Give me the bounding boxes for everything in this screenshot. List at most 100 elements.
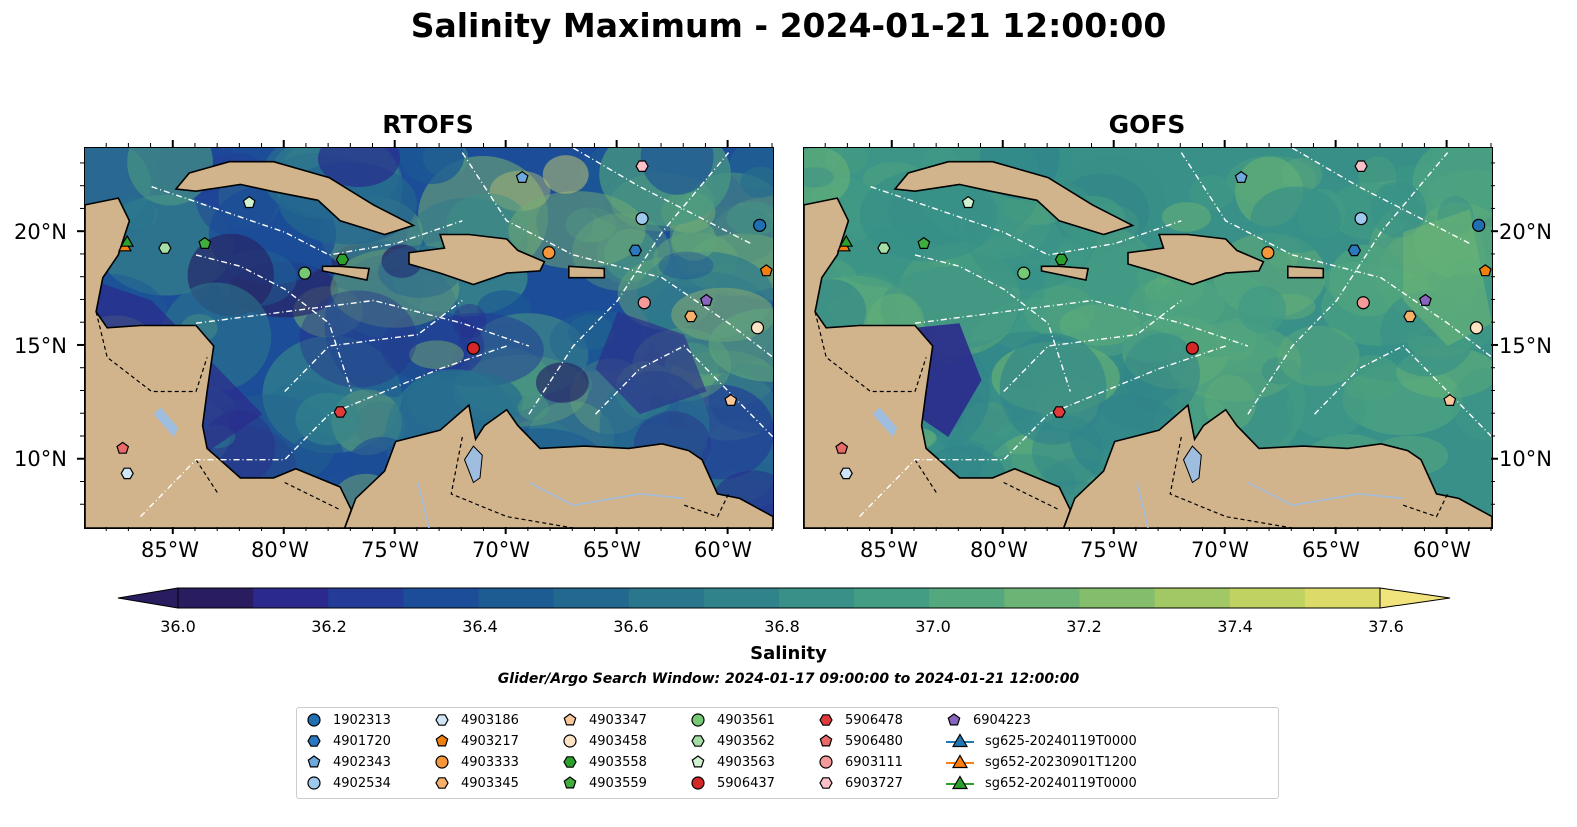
legend-marker-icon <box>563 776 577 789</box>
gofs-lat-label-15n: 15°N <box>1499 334 1552 358</box>
marker-4903345 <box>1403 310 1417 323</box>
legend-pentagon-icon <box>563 713 577 726</box>
salinity-patch <box>1412 148 1492 225</box>
maritime-boundary <box>858 345 1226 518</box>
marker-4903558 <box>335 253 350 266</box>
legend-marker-icon <box>819 755 833 769</box>
legend-marker-icon <box>307 735 321 747</box>
maritime-boundary <box>195 299 530 347</box>
salinity-patch <box>596 224 657 285</box>
legend-marker-icon <box>691 735 705 747</box>
salinity-patch <box>477 290 531 325</box>
legend-item-4903333: 4903333 <box>433 753 519 771</box>
colorbar-segment <box>628 588 705 608</box>
salinity-patch <box>1123 333 1200 415</box>
river <box>1247 481 1404 506</box>
colorbar-frame <box>177 587 1381 609</box>
legend-marker-icon <box>435 777 449 789</box>
gofs-lat-label-10n: 10°N <box>1499 447 1552 471</box>
cuba-land <box>893 160 1135 236</box>
legend-item-4903217: 4903217 <box>433 732 519 750</box>
marker-6903727 <box>635 160 649 172</box>
salinity-patch <box>804 167 834 188</box>
legend-marker-icon <box>819 777 833 789</box>
marker-5906480 <box>835 441 849 454</box>
marker-5906478 <box>1052 406 1066 418</box>
country-border <box>450 436 574 528</box>
colorbar-label: Salinity <box>750 643 827 664</box>
country-border <box>1003 481 1060 511</box>
rtofs-lon-label-80w: 80°W <box>251 538 309 562</box>
salinity-patch <box>1322 261 1388 299</box>
colorbar-tick-37-2: 37.2 <box>1066 617 1102 636</box>
colorbar-segment <box>1154 588 1231 608</box>
legend-label: 4903559 <box>589 775 647 791</box>
rtofs-lat-label-15n: 15°N <box>14 334 67 358</box>
legend-pentagon-icon <box>435 734 449 747</box>
marker-5906480 <box>116 441 130 454</box>
marker-4903217 <box>759 264 773 277</box>
salinity-patch <box>409 340 464 369</box>
colorbar-segment <box>1304 588 1381 608</box>
legend-hexagon-icon <box>691 735 705 747</box>
marker-4903563 <box>242 195 256 209</box>
legend-circle-icon <box>691 713 705 727</box>
legend-pentagon-icon <box>563 776 577 789</box>
salinity-patch <box>1451 368 1492 441</box>
maritime-boundary <box>914 299 1249 347</box>
map-axes <box>77 140 1498 534</box>
marker-4903458 <box>750 321 765 335</box>
salinity-patch <box>804 148 851 206</box>
legend-circle-icon <box>307 776 321 790</box>
salinity-patch <box>671 219 717 261</box>
legend-label: 4903217 <box>461 733 519 749</box>
legend-label: 4903345 <box>461 775 519 791</box>
salinity-patch <box>535 362 589 403</box>
marker-4903559 <box>917 236 931 250</box>
legend-label: 4903458 <box>589 733 647 749</box>
maritime-boundary <box>1247 152 1449 415</box>
colorbar-tick-36-2: 36.2 <box>311 617 347 636</box>
marker-4903558 <box>1054 253 1069 266</box>
salinity-patch <box>1161 202 1212 232</box>
legend-item-4903186: 4903186 <box>433 711 519 729</box>
legend-item-4903563: 4903563 <box>689 753 775 771</box>
legend-item-sg625-20240119T0000: sg625-20240119T0000 <box>945 732 1137 750</box>
jamaica-land <box>321 265 371 281</box>
maritime-boundary <box>528 152 730 415</box>
legend-item-4903559: 4903559 <box>561 774 647 792</box>
yucatan-land <box>804 197 1072 528</box>
rtofs-lon-label-85w: 85°W <box>141 538 199 562</box>
legend-label: 4903333 <box>461 754 519 770</box>
salinity-patch <box>1339 355 1402 401</box>
marker-4901720 <box>628 244 643 257</box>
legend-hexagon-icon <box>563 756 577 768</box>
marker-5906437 <box>466 341 480 355</box>
lake-nicaragua <box>153 407 179 437</box>
legend-item-4903562: 4903562 <box>689 732 775 750</box>
colorbar-tick-37-4: 37.4 <box>1217 617 1253 636</box>
legend-marker-icon <box>691 776 705 790</box>
legend-label: 6903111 <box>845 754 903 770</box>
search-window-text: Glider/Argo Search Window: 2024-01-17 09… <box>497 671 1080 687</box>
colorbar-tick-37-6: 37.6 <box>1368 617 1404 636</box>
legend-marker-icon <box>307 713 321 727</box>
maritime-boundary <box>139 345 507 518</box>
legend-triangle-icon <box>951 775 969 790</box>
marker-4903345 <box>684 310 698 323</box>
legend-marker-icon <box>691 713 705 727</box>
legend-item-5906437: 5906437 <box>689 774 775 792</box>
colorbar-segment <box>779 588 855 608</box>
salinity-patch <box>187 233 274 317</box>
marker-4903347 <box>724 393 738 406</box>
marker-4903563 <box>961 195 975 209</box>
legend-label: 4903347 <box>589 712 647 728</box>
legend-label: 4903563 <box>717 754 775 770</box>
yucatan-land <box>85 197 353 528</box>
legend: 1902313 4901720 4902343 4902534 4903186 49032… <box>296 707 1279 799</box>
legend-marker-icon <box>946 733 974 748</box>
colorbar-segment <box>253 588 329 608</box>
legend-marker-icon <box>563 756 577 768</box>
legend-marker-icon <box>563 713 577 726</box>
salinity-patch <box>658 251 714 280</box>
